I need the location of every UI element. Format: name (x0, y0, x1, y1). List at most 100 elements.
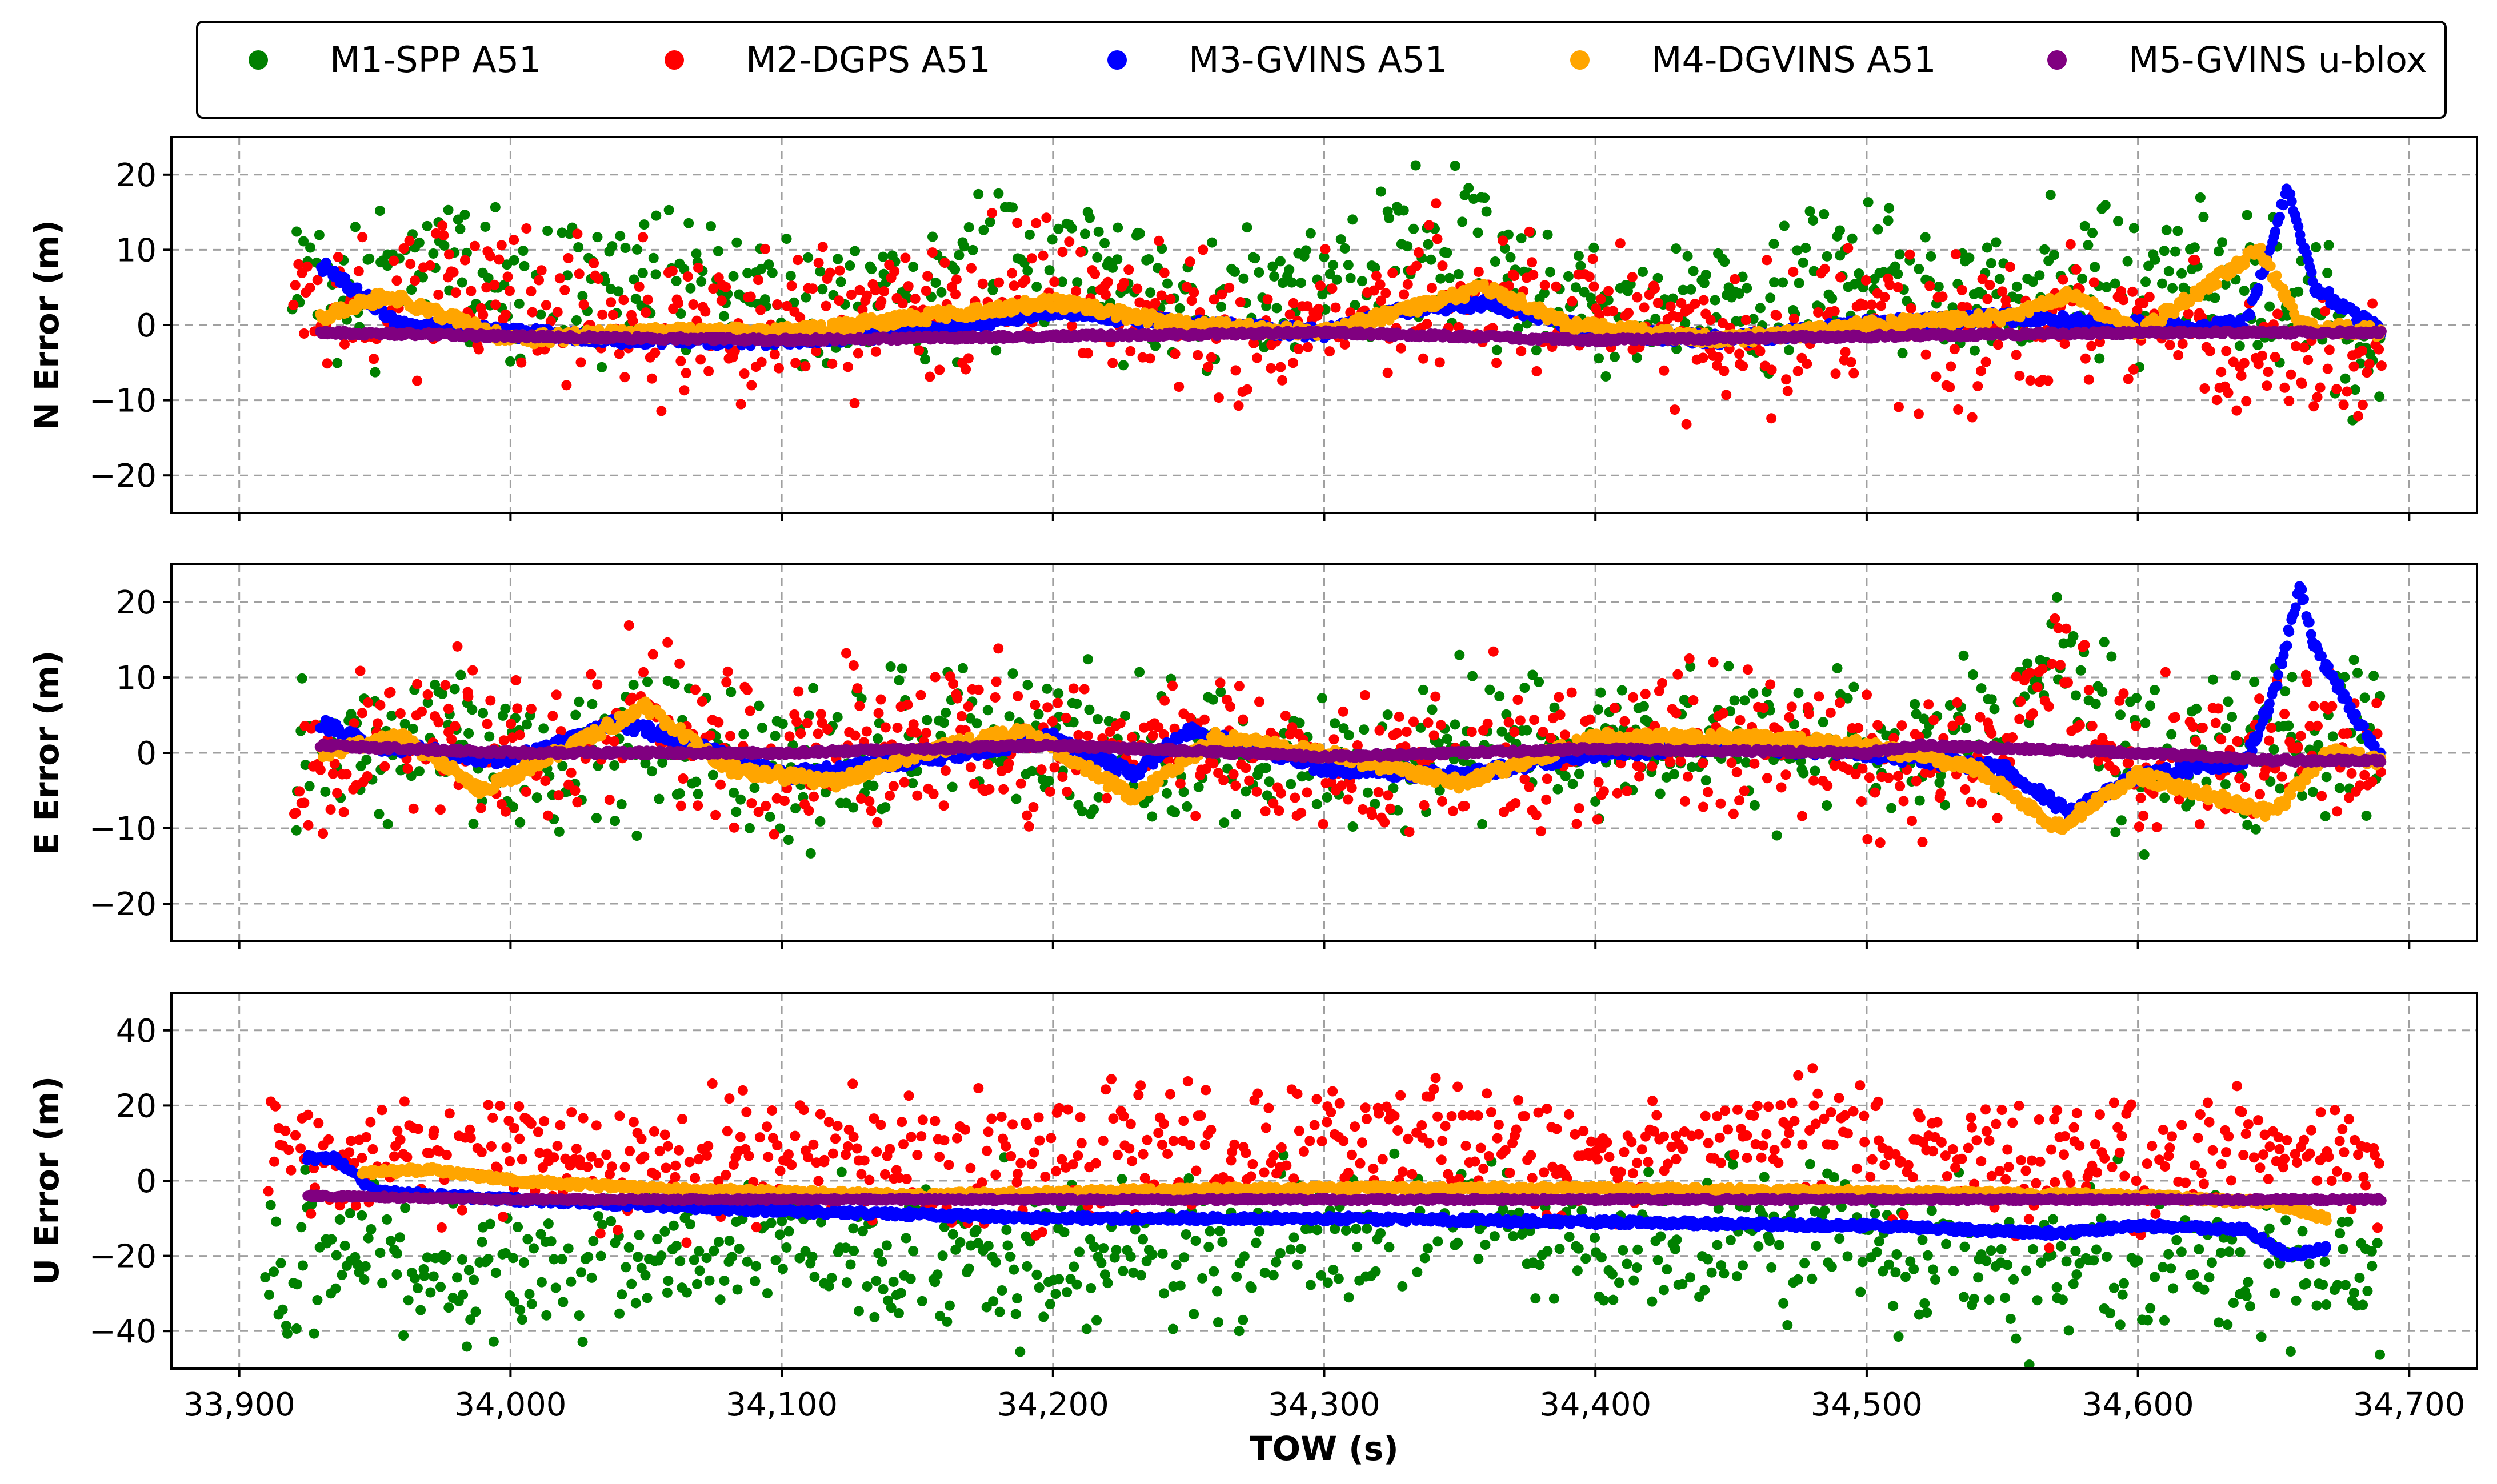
data-point (1272, 303, 1282, 313)
data-point (1827, 294, 1837, 304)
data-point (459, 210, 470, 220)
data-point (1007, 268, 1017, 278)
data-point (534, 275, 544, 286)
data-point (1793, 366, 1803, 376)
data-point (889, 266, 899, 276)
data-point (1123, 264, 1134, 275)
data-point (614, 348, 625, 359)
data-point (2236, 371, 2247, 381)
data-point (497, 240, 507, 250)
data-point (1057, 247, 1067, 257)
data-point (2239, 286, 2250, 296)
data-point (526, 286, 537, 296)
data-point (460, 255, 470, 266)
data-point (2324, 344, 2335, 355)
data-point (494, 254, 504, 264)
data-point (1846, 357, 1856, 367)
data-point (438, 230, 449, 240)
data-point (2173, 350, 2183, 360)
data-point (1284, 264, 1294, 275)
data-point (1528, 270, 1538, 280)
data-point (1224, 283, 1234, 293)
data-point (1639, 302, 1650, 312)
data-point (615, 231, 625, 241)
data-point (1938, 291, 1948, 302)
data-point (1734, 349, 1744, 359)
data-point (1719, 256, 1730, 267)
data-point (1492, 345, 1502, 355)
data-point (2083, 240, 2093, 250)
data-point (2272, 309, 2283, 319)
data-point (807, 283, 818, 294)
data-point (572, 228, 582, 239)
data-point (1789, 314, 1799, 324)
data-point (1263, 294, 1273, 304)
data-point (2358, 400, 2368, 410)
data-point (1653, 298, 1663, 308)
data-point (753, 275, 763, 285)
data-point (1531, 345, 1542, 355)
data-point (1991, 237, 2001, 247)
data-point (2210, 292, 2220, 303)
data-point (2205, 346, 2215, 356)
data-point (2235, 341, 2245, 351)
data-point (1031, 218, 1041, 228)
data-point (1950, 344, 1960, 354)
data-point (375, 206, 385, 216)
data-point (2357, 346, 2367, 356)
data-point (2178, 339, 2188, 349)
data-point (746, 291, 756, 302)
data-point (786, 271, 796, 281)
data-point (1275, 362, 1286, 372)
data-point (2299, 342, 2309, 352)
data-point (1162, 279, 1173, 289)
legend-marker (249, 50, 268, 70)
data-point (1879, 292, 1890, 302)
data-point (2216, 367, 2226, 377)
data-point (793, 255, 803, 265)
data-point (290, 280, 301, 290)
data-point (1132, 284, 1142, 294)
data-point (2100, 200, 2111, 210)
data-point (1563, 271, 1574, 282)
data-point (2198, 212, 2208, 222)
y-tick-label: 0 (136, 307, 157, 344)
data-point (683, 271, 693, 282)
data-point (1895, 249, 1905, 259)
data-point (2241, 396, 2251, 406)
data-point (1020, 275, 1030, 286)
data-point (1819, 209, 1829, 219)
data-point (1698, 352, 1708, 363)
data-point (950, 264, 960, 275)
data-point (1103, 277, 1113, 287)
data-point (688, 299, 698, 310)
data-point (2263, 367, 2273, 377)
data-point (412, 376, 422, 386)
data-point (466, 286, 476, 296)
data-point (1450, 161, 1460, 171)
data-point (1332, 275, 1342, 285)
data-point (994, 278, 1004, 288)
data-point (963, 353, 974, 363)
data-point (1755, 303, 1766, 313)
data-point (1254, 267, 1264, 278)
data-point (2014, 371, 2024, 381)
data-point (679, 385, 689, 395)
data-point (1766, 413, 1776, 423)
data-point (767, 268, 778, 278)
data-point (2293, 287, 2303, 297)
data-point (509, 255, 519, 266)
data-point (835, 266, 845, 276)
data-point (2071, 264, 2082, 275)
data-point (519, 261, 529, 271)
data-point (1159, 268, 1170, 278)
data-point (987, 208, 997, 218)
data-point (729, 271, 739, 282)
data-point (1118, 360, 1129, 370)
data-point (638, 232, 648, 242)
data-point (2348, 362, 2359, 372)
data-point (1491, 358, 1502, 368)
data-point (2239, 358, 2250, 368)
